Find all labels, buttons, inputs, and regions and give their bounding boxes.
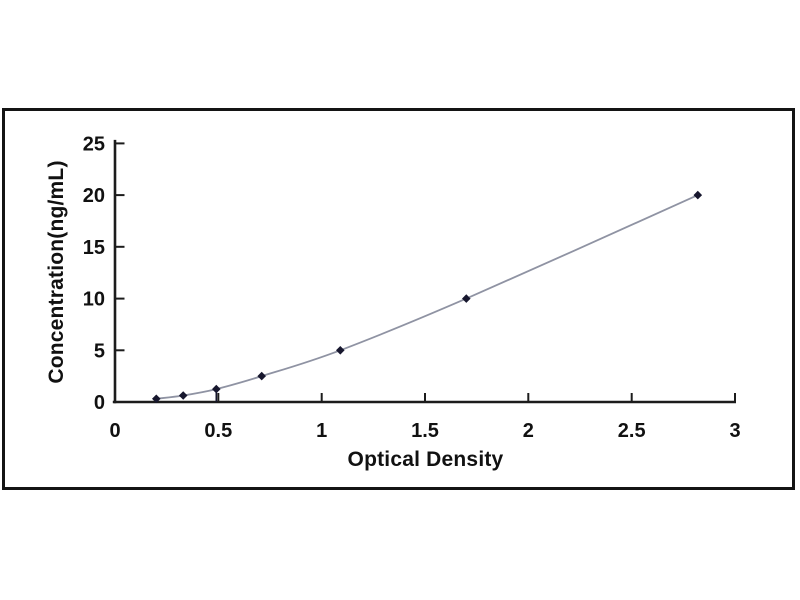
x-tick-label: 0 xyxy=(109,420,120,442)
x-tick-label: 3 xyxy=(729,420,740,442)
data-point-1 xyxy=(152,394,161,404)
y-axis-title: Concentration(ng/mL) xyxy=(45,160,68,384)
data-point-6 xyxy=(462,294,471,303)
x-tick-label: 2.5 xyxy=(618,420,646,442)
standard-curve-line xyxy=(156,194,699,400)
x-tick-label: 1.5 xyxy=(411,420,439,442)
y-tick-label: 15 xyxy=(83,237,105,259)
chart-panel xyxy=(2,108,795,490)
data-point-7 xyxy=(693,190,703,200)
x-axis-title: Optical Density xyxy=(347,448,504,471)
y-tick-label: 10 xyxy=(83,289,105,311)
data-point-4 xyxy=(257,371,266,381)
y-tick-label: 0 xyxy=(94,392,105,414)
x-tick-label: 1 xyxy=(316,420,327,442)
y-tick-label: 5 xyxy=(94,340,105,362)
y-tick-label: 20 xyxy=(83,185,105,207)
y-tick-label: 25 xyxy=(83,133,105,155)
data-point-5 xyxy=(336,346,345,355)
data-point-2 xyxy=(178,391,188,400)
x-tick-label: 2 xyxy=(523,420,534,442)
data-point-3 xyxy=(212,384,221,394)
x-tick-label: 0.5 xyxy=(204,420,232,442)
